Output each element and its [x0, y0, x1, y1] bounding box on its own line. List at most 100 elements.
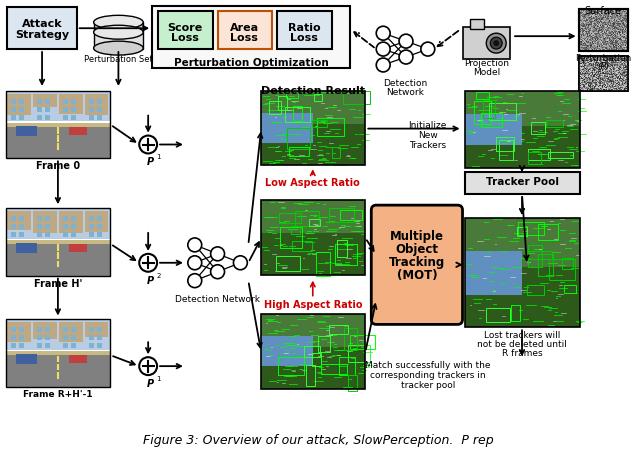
- Bar: [470, 19, 484, 29]
- Bar: [291, 226, 300, 234]
- Bar: [69, 355, 86, 363]
- Bar: [579, 56, 628, 91]
- Bar: [45, 328, 50, 333]
- Bar: [339, 357, 355, 375]
- Text: Loss: Loss: [290, 33, 318, 43]
- Bar: [16, 125, 37, 135]
- Circle shape: [399, 50, 413, 64]
- Bar: [261, 314, 365, 389]
- Bar: [529, 149, 550, 160]
- Bar: [483, 100, 495, 118]
- Bar: [63, 328, 68, 333]
- Bar: [306, 365, 316, 386]
- Circle shape: [421, 42, 435, 56]
- Bar: [280, 212, 301, 223]
- Bar: [465, 91, 580, 169]
- FancyBboxPatch shape: [371, 205, 463, 324]
- Text: Low Aspect Ratio: Low Aspect Ratio: [266, 178, 360, 188]
- Bar: [531, 122, 545, 134]
- Bar: [97, 107, 102, 112]
- Text: New: New: [418, 130, 438, 140]
- Bar: [287, 128, 310, 149]
- Bar: [314, 94, 322, 101]
- Bar: [19, 232, 24, 237]
- Bar: [269, 101, 280, 114]
- Circle shape: [376, 42, 390, 56]
- Bar: [6, 208, 111, 239]
- Bar: [63, 216, 68, 221]
- Text: 1: 1: [156, 376, 161, 382]
- Bar: [218, 11, 272, 49]
- Bar: [293, 106, 301, 121]
- Text: (MOT): (MOT): [397, 269, 437, 282]
- Bar: [465, 91, 580, 125]
- Text: Lost trackers will: Lost trackers will: [484, 331, 560, 340]
- Bar: [6, 351, 111, 355]
- Bar: [511, 305, 520, 321]
- Bar: [7, 94, 31, 115]
- Text: (P): (P): [597, 62, 609, 71]
- Bar: [528, 246, 541, 267]
- Bar: [12, 328, 16, 333]
- Bar: [332, 147, 340, 158]
- Bar: [19, 224, 24, 229]
- Bar: [261, 113, 313, 143]
- Bar: [561, 257, 573, 269]
- Bar: [280, 227, 302, 248]
- Text: Network: Network: [386, 88, 424, 97]
- Bar: [329, 207, 354, 222]
- Text: Tracker Pool: Tracker Pool: [486, 177, 559, 187]
- Bar: [37, 216, 42, 221]
- Bar: [89, 224, 93, 229]
- Text: Frame R+H'-1: Frame R+H'-1: [23, 390, 93, 399]
- Bar: [465, 114, 522, 145]
- Text: Area: Area: [230, 23, 259, 33]
- Bar: [499, 140, 513, 160]
- Circle shape: [376, 26, 390, 40]
- Bar: [12, 224, 16, 229]
- Ellipse shape: [93, 25, 143, 39]
- Bar: [71, 216, 76, 221]
- Text: Frame 0: Frame 0: [36, 161, 80, 171]
- Text: Score: Score: [167, 23, 202, 33]
- Bar: [89, 115, 93, 120]
- Bar: [37, 328, 42, 333]
- Circle shape: [140, 135, 157, 154]
- Bar: [12, 232, 16, 237]
- Bar: [84, 94, 109, 115]
- Bar: [45, 343, 50, 348]
- Bar: [45, 335, 50, 340]
- Bar: [309, 219, 321, 226]
- Bar: [261, 200, 365, 275]
- Bar: [45, 224, 50, 229]
- Text: 2: 2: [156, 273, 161, 279]
- Text: Multiple: Multiple: [390, 230, 444, 243]
- Text: 1: 1: [156, 154, 161, 160]
- Circle shape: [376, 58, 390, 72]
- Bar: [340, 210, 362, 220]
- Text: Tracking: Tracking: [388, 256, 445, 269]
- Bar: [89, 232, 93, 237]
- Bar: [37, 115, 42, 120]
- Text: Trackers: Trackers: [409, 140, 446, 149]
- Bar: [550, 259, 575, 280]
- Bar: [97, 99, 102, 104]
- Bar: [261, 200, 365, 275]
- Bar: [6, 240, 111, 244]
- Bar: [261, 91, 365, 124]
- Bar: [33, 323, 57, 339]
- Bar: [89, 328, 93, 333]
- Bar: [285, 92, 298, 98]
- Bar: [16, 243, 37, 253]
- Bar: [465, 251, 522, 294]
- Bar: [45, 115, 50, 120]
- Bar: [278, 357, 304, 376]
- Bar: [69, 244, 86, 252]
- Text: tracker pool: tracker pool: [401, 381, 455, 390]
- Bar: [97, 335, 102, 340]
- Bar: [37, 107, 42, 112]
- Bar: [261, 336, 313, 366]
- Bar: [6, 242, 111, 276]
- Bar: [465, 218, 580, 328]
- Bar: [486, 308, 510, 322]
